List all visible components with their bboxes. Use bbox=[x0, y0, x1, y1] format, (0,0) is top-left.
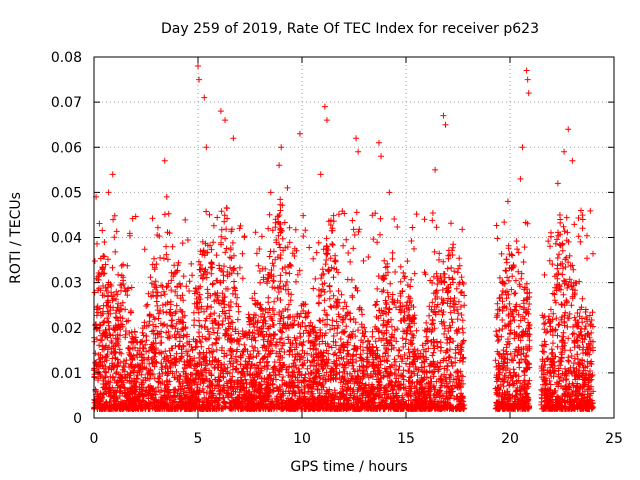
data-point bbox=[554, 180, 561, 187]
data-point bbox=[432, 166, 439, 173]
x-axis-label: GPS time / hours bbox=[290, 459, 407, 475]
y-tick-label: 0.07 bbox=[51, 95, 82, 111]
y-tick-label: 0.03 bbox=[51, 276, 82, 292]
data-point bbox=[355, 148, 362, 155]
data-point bbox=[556, 211, 563, 218]
data-point bbox=[524, 76, 531, 83]
x-tick-label: 0 bbox=[90, 431, 99, 447]
data-points bbox=[91, 63, 597, 412]
data-point bbox=[442, 121, 449, 128]
y-axis-label: ROTI / TECUs bbox=[8, 192, 24, 284]
data-point bbox=[375, 139, 382, 146]
x-tick-label: 20 bbox=[501, 431, 519, 447]
x-tick-label: 25 bbox=[605, 431, 623, 447]
data-point bbox=[196, 76, 203, 83]
data-point bbox=[321, 103, 328, 110]
data-point bbox=[386, 189, 393, 196]
axis-ticks: 0 5 10 15 20 25 0 0.01 0.02 0.03 0.04 0.05 0.06 0.07 0… bbox=[51, 50, 623, 447]
data-point bbox=[203, 144, 210, 151]
x-tick-label: 5 bbox=[194, 431, 203, 447]
data-point bbox=[278, 144, 285, 151]
data-point bbox=[561, 148, 568, 155]
grid-lines bbox=[94, 57, 614, 418]
data-point bbox=[353, 135, 360, 142]
data-point bbox=[101, 239, 108, 246]
y-tick-label: 0.01 bbox=[51, 366, 82, 382]
data-point bbox=[161, 157, 168, 164]
data-point bbox=[519, 144, 526, 151]
x-tick-label: 10 bbox=[293, 431, 311, 447]
data-point bbox=[230, 135, 237, 142]
data-point bbox=[523, 67, 530, 74]
data-point bbox=[440, 112, 447, 119]
data-point bbox=[105, 189, 112, 196]
data-point bbox=[378, 153, 385, 160]
data-point bbox=[504, 198, 511, 205]
data-point bbox=[222, 117, 229, 124]
x-tick-label: 15 bbox=[397, 431, 415, 447]
data-point bbox=[284, 184, 291, 191]
data-point bbox=[317, 171, 324, 178]
data-point bbox=[569, 157, 576, 164]
data-point bbox=[267, 189, 274, 196]
y-tick-label: 0.05 bbox=[51, 185, 82, 201]
data-point bbox=[163, 193, 170, 200]
data-point bbox=[517, 175, 524, 182]
data-point bbox=[109, 171, 116, 178]
y-tick-label: 0.02 bbox=[51, 321, 82, 337]
data-point bbox=[276, 162, 283, 169]
data-point bbox=[579, 216, 586, 223]
data-point bbox=[195, 63, 201, 70]
data-point bbox=[323, 117, 330, 124]
y-tick-label: 0.06 bbox=[51, 140, 82, 156]
y-tick-label: 0.04 bbox=[51, 231, 82, 247]
data-point bbox=[201, 94, 208, 101]
y-tick-label: 0 bbox=[73, 411, 82, 427]
chart-title: Day 259 of 2019, Rate Of TEC Index for r… bbox=[161, 21, 539, 37]
data-point bbox=[120, 261, 127, 268]
data-point bbox=[296, 130, 303, 137]
data-point-cloud bbox=[91, 196, 597, 412]
y-tick-label: 0.08 bbox=[51, 50, 82, 66]
data-point bbox=[217, 108, 224, 115]
data-point bbox=[525, 90, 532, 97]
data-point bbox=[565, 126, 572, 133]
